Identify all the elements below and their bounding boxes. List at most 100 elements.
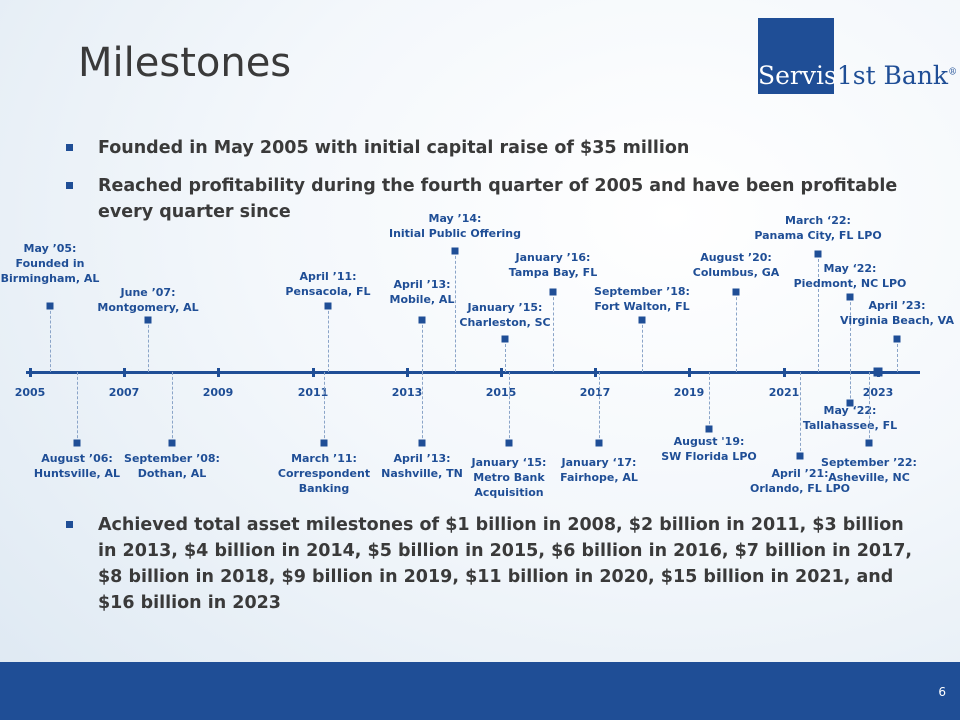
event-marker <box>705 425 713 433</box>
event-label: April ’21: Orlando, FL LPO <box>750 466 850 496</box>
event-label-line: Initial Public Offering <box>388 227 522 240</box>
event-marker <box>418 439 426 447</box>
event-marker <box>168 439 176 447</box>
event-label-line: May ‘22: <box>823 262 877 275</box>
event-connector <box>50 306 51 372</box>
event-marker <box>324 302 332 310</box>
bullet-profitability: Reached profitability during the fourth … <box>66 173 926 225</box>
timeline-axis <box>26 371 920 374</box>
year-tick <box>500 368 503 377</box>
event-label-line: Metro Bank <box>473 471 545 484</box>
event-label-line: Tampa Bay, FL <box>508 266 598 279</box>
event-connector <box>172 372 173 443</box>
event-label-line: May ‘22: <box>823 404 877 417</box>
event-label-line: March ’11: <box>291 452 357 465</box>
event-connector <box>736 292 737 372</box>
event-label-line: August ’20: <box>700 251 772 264</box>
event-label-line: Virginia Beach, VA <box>840 314 954 327</box>
event-label: April ’13: Nashville, TN <box>381 451 463 481</box>
year-tick <box>688 368 691 377</box>
bullet-founded: Founded in May 2005 with initial capital… <box>66 135 926 161</box>
event-marker <box>451 247 459 255</box>
year-tick <box>123 368 126 377</box>
event-label-line: Orlando, FL LPO <box>749 482 851 495</box>
event-label-line: January ’15: <box>467 301 543 314</box>
event-label-line: Montgomery, AL <box>97 301 199 314</box>
event-label-line: Acquisition <box>474 486 544 499</box>
event-label-line: April ’13: <box>393 452 451 465</box>
event-connector <box>850 372 851 403</box>
event-label: January ‘15: Metro Bank Acquisition <box>472 455 547 500</box>
event-marker <box>846 399 854 407</box>
event-label: April ’23: Virginia Beach, VA <box>840 298 954 328</box>
year-tick <box>217 368 220 377</box>
year-label: 2021 <box>768 386 800 399</box>
event-label-line: Mobile, AL <box>389 293 455 306</box>
event-marker <box>814 250 822 258</box>
year-label: 2017 <box>579 386 611 399</box>
event-label-line: Huntsville, AL <box>33 467 121 480</box>
event-label-line: April ’13: <box>393 278 451 291</box>
event-label-line: Birmingham, AL <box>0 272 100 285</box>
event-marker <box>732 288 740 296</box>
bullet-asset-milestones: Achieved total asset milestones of $1 bi… <box>66 512 926 616</box>
year-label: 2019 <box>673 386 705 399</box>
event-connector <box>800 372 801 456</box>
event-connector <box>328 306 329 372</box>
event-connector <box>642 320 643 372</box>
event-label-line: Fairhope, AL <box>560 471 638 484</box>
event-connector <box>148 320 149 372</box>
event-label: August ’06: Huntsville, AL <box>34 451 120 481</box>
event-label-line: Dothan, AL <box>137 467 207 480</box>
bottom-bullet-list: Achieved total asset milestones of $1 bi… <box>66 512 926 628</box>
event-label-line: May ’14: <box>428 212 482 225</box>
year-label: 2015 <box>485 386 517 399</box>
year-label: 2005 <box>14 386 46 399</box>
event-marker <box>320 439 328 447</box>
event-label-line: September ’22: <box>821 456 917 469</box>
year-label: 2013 <box>391 386 423 399</box>
event-marker <box>501 335 509 343</box>
event-connector <box>553 292 554 372</box>
event-label-line: Tallahassee, FL <box>802 419 898 432</box>
event-connector <box>599 372 600 443</box>
event-connector <box>850 297 851 372</box>
event-connector <box>818 254 819 372</box>
event-connector <box>422 372 423 443</box>
event-label-line: August ’06: <box>41 452 113 465</box>
logo-part1: Servis <box>758 61 837 90</box>
event-connector <box>455 251 456 372</box>
event-label-line: Asheville, NC <box>828 471 910 484</box>
event-label-line: Panama City, FL LPO <box>754 229 882 242</box>
year-label: 2009 <box>202 386 234 399</box>
bank-logo-text: Servis1st Bank® <box>758 61 957 90</box>
event-marker <box>505 439 513 447</box>
year-tick <box>783 368 786 377</box>
event-label-line: April ’11: <box>299 270 357 283</box>
event-connector <box>77 372 78 443</box>
event-connector <box>324 372 325 443</box>
event-label: August ’20: Columbus, GA <box>693 250 780 280</box>
event-label-line: Fort Walton, FL <box>594 300 690 313</box>
current-year-marker <box>873 367 883 377</box>
top-bullet-list: Founded in May 2005 with initial capital… <box>66 135 926 237</box>
event-label-line: April ’23: <box>868 299 926 312</box>
event-marker <box>46 302 54 310</box>
year-label: 2023 <box>862 386 894 399</box>
event-label-line: June ’07: <box>120 286 176 299</box>
event-label: March ‘22: Panama City, FL LPO <box>754 213 881 243</box>
event-label: September ’18: Fort Walton, FL <box>594 284 690 314</box>
event-label-line: Pensacola, FL <box>285 285 371 298</box>
event-label: September ’22: Asheville, NC <box>821 455 917 485</box>
event-label: April ’11: Pensacola, FL <box>285 269 370 299</box>
event-marker <box>73 439 81 447</box>
footer-bar: 6 <box>0 662 960 720</box>
event-marker <box>796 452 804 460</box>
event-label-line: Charleston, SC <box>459 316 551 329</box>
year-tick <box>312 368 315 377</box>
event-label: January ’15: Charleston, SC <box>459 300 550 330</box>
event-label: September ’08: Dothan, AL <box>124 451 220 481</box>
event-label-line: SW Florida LPO <box>661 450 757 463</box>
event-label: May ’14: Initial Public Offering <box>389 211 521 241</box>
event-label-line: Correspondent <box>277 467 371 480</box>
